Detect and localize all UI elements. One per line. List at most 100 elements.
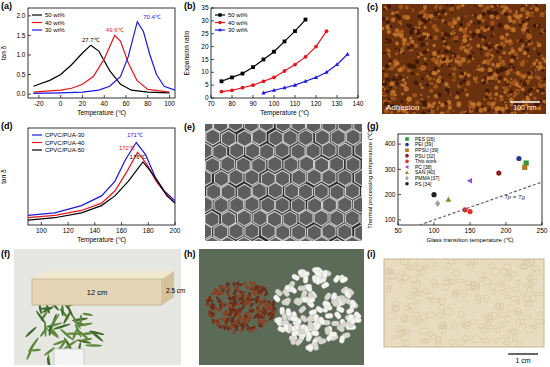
pellet [239,290,244,295]
marker [272,76,276,80]
afm-grain [418,38,421,41]
foam-bead [535,319,545,324]
sem-cell [205,223,212,239]
afm-grain [454,59,458,63]
sem-cell [205,143,212,159]
plant-leaf [25,326,38,338]
series-line [420,182,542,225]
x-tick [274,95,275,98]
afm-grain [412,8,414,10]
panel-label: (g) [367,121,379,131]
chart-panel: 100120140160180200Temperature (℃)tan δ(d… [0,121,181,244]
panel-label: (b) [184,1,196,11]
sem-cell [292,170,306,186]
foam-bead [473,259,477,264]
afm-grain [506,101,508,103]
afm-grain [414,30,418,34]
marker [405,165,409,169]
afm-grain [462,111,465,114]
foam-block [384,259,544,347]
marker [303,79,307,83]
afm-grain [441,64,443,66]
afm-grain [504,87,509,92]
x-tick [68,222,69,225]
foam-bead [485,316,489,321]
x-tick-label: 90 [249,100,257,107]
afm-grain [518,47,523,52]
pellet [218,325,223,329]
afm-grain [507,94,510,97]
bead [315,276,321,284]
afm-grain [541,88,545,92]
afm-grain [511,112,513,114]
x-tick [169,95,170,98]
pellet [208,311,213,314]
bead [331,298,340,306]
afm-grain [488,68,493,73]
plant-leaf [71,314,82,330]
afm-grain [454,36,459,41]
foam-bead [523,316,532,319]
afm-grain [400,29,405,34]
x-tick [337,95,338,98]
afm-grain [465,112,468,114]
afm-grain [538,4,540,5]
y-tick-label: 0.5 [16,71,25,78]
afm-grain [452,20,457,25]
afm-grain [385,38,388,41]
afm-grain [526,33,531,38]
plant-leaf [45,322,62,329]
afm-grain [383,93,385,95]
afm-grain [397,16,401,20]
afm-grain [459,106,461,108]
afm-grain [534,7,538,11]
pellet [227,296,232,301]
afm-grain [483,8,485,10]
foam-bead [453,270,460,277]
afm-grain [437,55,440,58]
afm-grain [404,97,406,99]
photo-bg [380,249,548,365]
annotation: Tp = Tg [504,194,526,200]
bead [344,289,351,298]
bead [284,297,292,306]
afm-grain [470,108,472,110]
afm-grain [452,55,454,57]
afm-grain [508,9,512,13]
afm-grain [482,61,485,64]
foam-bead [423,289,428,294]
bead [336,306,345,314]
legend-label: 40 wt% [228,20,248,26]
afm-grain [415,60,420,65]
afm-grain [477,64,479,66]
plant-leaf [41,305,53,313]
afm-grain [485,52,490,57]
photo [199,249,364,365]
afm-grain [505,71,510,76]
afm-grain [394,61,399,66]
chart-panel: -200204060801000.00.51.01.52.0Temperatur… [0,1,175,117]
afm-grain [510,29,512,31]
marker [293,83,297,87]
afm-grain [440,112,445,114]
afm-grain [510,58,515,63]
afm-grain [383,8,386,11]
afm-bg [382,4,546,114]
afm-grain [445,4,448,6]
foam-bead [497,281,505,285]
block-top [32,271,174,279]
afm-grain [530,7,533,10]
afm-grain [483,98,486,101]
afm-grain [533,47,536,50]
afm-grain [503,87,505,89]
afm-grain [536,51,538,53]
afm-grain [422,32,426,36]
afm-grain [390,86,393,89]
afm-grain [420,94,422,96]
afm-grain [526,113,528,114]
afm-grain [486,59,491,64]
afm-grain [496,15,500,19]
afm-grain [536,66,538,68]
afm-grain [402,46,405,49]
afm-grain [456,6,460,10]
